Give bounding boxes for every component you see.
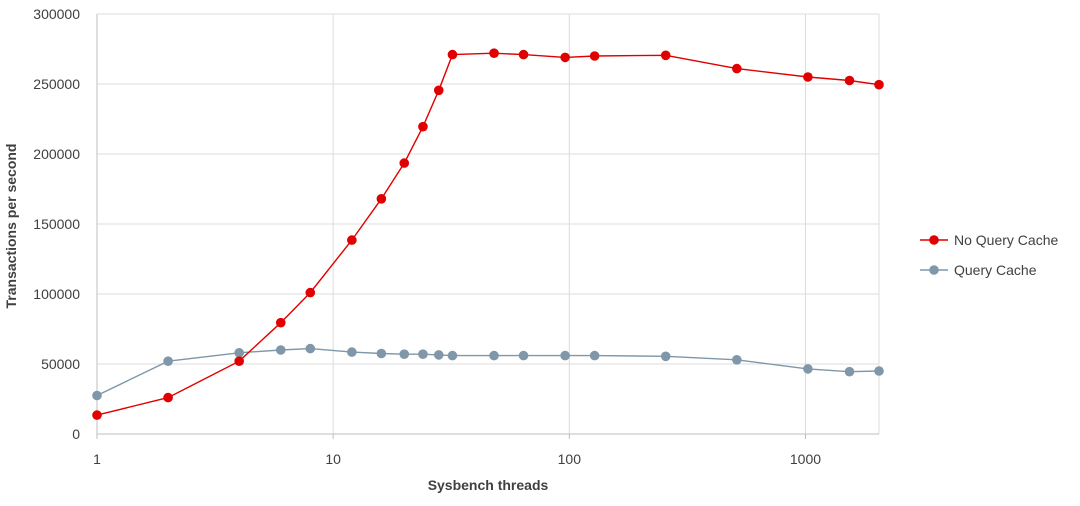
data-point-no-query-cache — [92, 410, 102, 420]
x-tick-label: 10 — [325, 451, 341, 467]
series-no-query-cache — [92, 48, 884, 420]
data-point-query-cache — [347, 347, 357, 357]
data-point-query-cache — [376, 348, 387, 359]
data-point-no-query-cache — [234, 356, 244, 367]
series-line-query-cache — [96, 347, 880, 397]
x-tick-label: 1 — [93, 451, 101, 467]
data-point-no-query-cache — [433, 85, 444, 96]
data-point-query-cache — [447, 350, 458, 361]
data-point-query-cache — [92, 390, 102, 401]
legend-label: Query Cache — [954, 262, 1037, 278]
legend-label: No Query Cache — [954, 232, 1058, 248]
y-tick-label: 250000 — [33, 76, 80, 92]
y-tick-label: 100000 — [33, 286, 80, 302]
data-point-no-query-cache — [844, 75, 855, 86]
legend-entry-query-cache: Query Cache — [920, 262, 1037, 278]
data-point-no-query-cache — [518, 49, 529, 60]
data-point-query-cache — [234, 348, 244, 358]
data-point-query-cache — [275, 345, 286, 355]
data-point-query-cache — [163, 356, 173, 367]
y-tick-label: 50000 — [41, 356, 80, 372]
data-point-no-query-cache — [418, 121, 428, 132]
legend-swatch-marker — [929, 235, 939, 245]
y-tick-label: 200000 — [33, 146, 80, 162]
data-point-no-query-cache — [347, 235, 357, 245]
x-tick-label: 100 — [558, 451, 582, 467]
data-point-no-query-cache — [803, 72, 813, 82]
data-point-no-query-cache — [447, 49, 458, 60]
y-tick-label: 150000 — [33, 216, 80, 232]
data-point-query-cache — [874, 366, 884, 376]
tick-labels: 0 50000 100000 150000 200000 250000 300000 1 10 1… — [33, 6, 821, 467]
y-tick-label: 300000 — [33, 6, 80, 22]
grid-lines — [97, 13, 880, 434]
data-point-query-cache — [489, 350, 499, 361]
data-point-query-cache — [399, 349, 410, 360]
data-point-query-cache — [660, 351, 671, 362]
data-point-no-query-cache — [399, 158, 410, 168]
series-line-no-query-cache — [96, 52, 880, 416]
data-point-no-query-cache — [376, 194, 387, 204]
data-point-query-cache — [803, 364, 813, 374]
data-point-query-cache — [305, 343, 316, 354]
data-point-query-cache — [844, 366, 855, 377]
data-point-no-query-cache — [489, 48, 499, 58]
data-point-no-query-cache — [275, 317, 286, 328]
axes — [96, 14, 879, 439]
data-point-query-cache — [418, 349, 428, 360]
data-point-no-query-cache — [660, 50, 671, 61]
x-axis-title: Sysbench threads — [428, 477, 549, 493]
x-tick-label: 1000 — [790, 451, 821, 467]
data-point-query-cache — [560, 350, 570, 361]
data-point-query-cache — [518, 350, 529, 361]
data-point-no-query-cache — [732, 63, 742, 74]
legend-swatch-marker — [929, 265, 939, 275]
y-axis-title: Transactions per second — [3, 144, 19, 309]
data-point-query-cache — [589, 350, 600, 361]
data-point-no-query-cache — [589, 51, 600, 61]
data-point-no-query-cache — [874, 79, 884, 90]
data-point-query-cache — [732, 355, 742, 365]
data-point-no-query-cache — [163, 392, 173, 403]
data-point-no-query-cache — [305, 287, 316, 298]
series-group — [92, 48, 884, 420]
legend-entry-no-query-cache: No Query Cache — [920, 232, 1058, 248]
y-tick-label: 0 — [72, 426, 80, 442]
data-point-no-query-cache — [560, 52, 570, 63]
series-query-cache — [92, 343, 884, 401]
legend: No Query Cache Query Cache — [920, 232, 1058, 278]
data-point-query-cache — [433, 350, 444, 360]
